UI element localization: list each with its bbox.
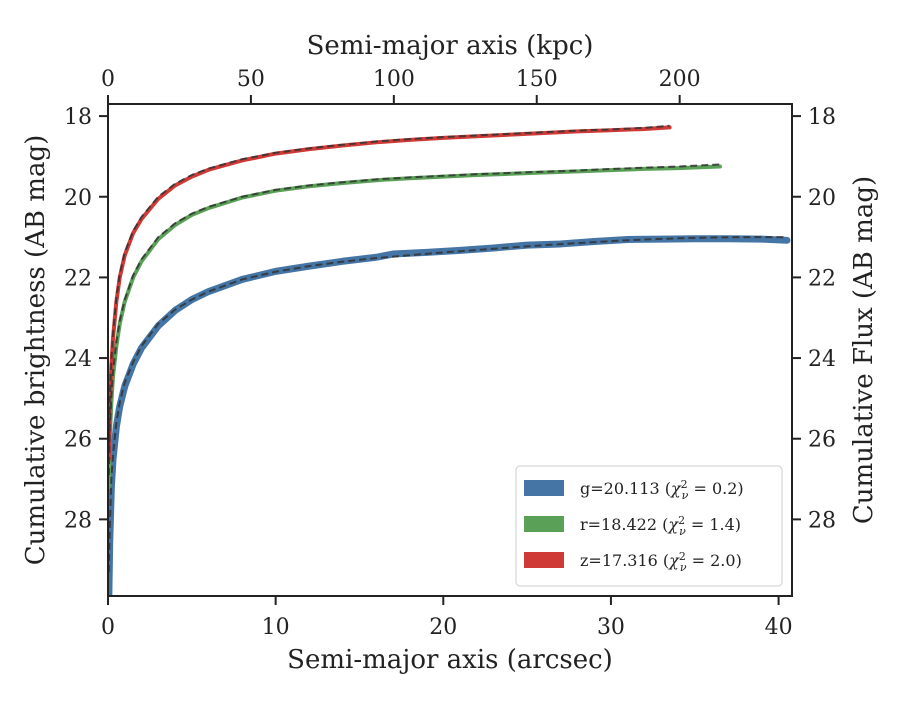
top-x-tick-label: 150 [516, 67, 558, 92]
y-tick-label: 26 [64, 428, 92, 453]
legend: g=20.113 (χ2 ν = 0.2) r=18.422 (χ2 ν = 1.4)… [515, 465, 783, 587]
top-x-tick-label: 100 [373, 67, 415, 92]
x-tick-label: 30 [597, 615, 625, 640]
x-tick-label: 20 [429, 615, 457, 640]
x-tick-label: 40 [765, 615, 793, 640]
top-x-axis-label: Semi-major axis (kpc) [307, 31, 594, 61]
model-fit-line-z [108, 124, 670, 447]
right-y-tick-label: 20 [808, 186, 836, 211]
y-tick-label: 24 [64, 347, 92, 372]
legend-label: z=17.316 (χ2 ν = 2.0) [580, 550, 742, 574]
top-x-tick-label: 50 [237, 67, 265, 92]
legend-swatch [524, 516, 564, 532]
right-y-tick-label: 24 [808, 347, 836, 372]
right-y-tick-label: 22 [808, 266, 836, 291]
y-tick-label: 18 [64, 105, 92, 130]
legend-label: g=20.113 (χ2 ν = 0.2) [580, 478, 744, 502]
top-x-tick-label: 200 [659, 67, 701, 92]
right-y-tick-label: 28 [808, 508, 836, 533]
series-line-z [108, 125, 672, 461]
right-y-tick-label: 26 [808, 428, 836, 453]
model-fit-line-g [108, 236, 787, 572]
y-tick-label: 22 [64, 266, 92, 291]
right-y-tick-label: 18 [808, 105, 836, 130]
tick-layer: 0 10 20 30 40 0 50 100 150 200 18 18 20 20 22 22 24 24 26 2… [64, 67, 836, 640]
legend-swatch [524, 480, 564, 496]
y-axis-label: Cumulative brightness (AB mag) [21, 135, 51, 566]
plot-frame [107, 103, 793, 597]
y-tick-label: 20 [64, 186, 92, 211]
x-tick-label: 0 [101, 615, 115, 640]
legend-swatch [524, 552, 564, 568]
legend-box [515, 465, 783, 587]
x-tick-label: 10 [262, 615, 290, 640]
x-axis-label: Semi-major axis (arcsec) [287, 645, 613, 675]
right-y-axis-label: Cumulative Flux (AB mag) [849, 176, 879, 524]
y-tick-label: 28 [64, 508, 92, 533]
model-fit-line-r [108, 163, 720, 476]
top-x-tick-label: 0 [101, 67, 115, 92]
model-fit-layer [108, 124, 787, 572]
series-line-r [108, 164, 722, 490]
legend-label: r=18.422 (χ2 ν = 1.4) [580, 514, 741, 538]
